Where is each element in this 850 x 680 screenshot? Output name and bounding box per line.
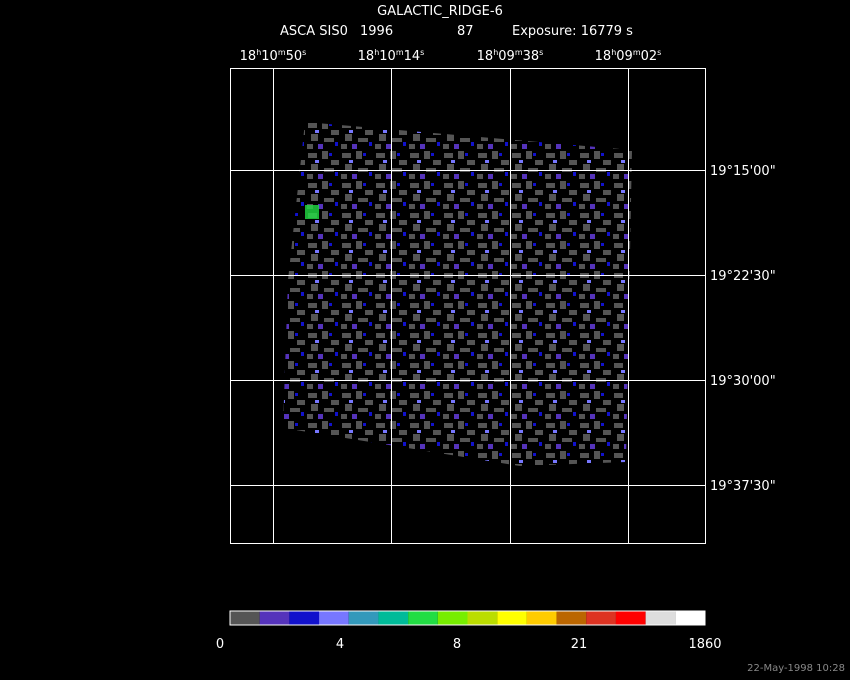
grid: 18h10m50s 18h10m14s 18h09m38s 18h09m02s19°1… [230,48,776,543]
ra-part: 18 [240,49,257,64]
ra-part: m [633,48,641,57]
colorbar-label: 21 [571,637,588,652]
bright-source [305,205,319,219]
dec-label: 19°30'00" [710,374,776,389]
ra-part: 50 [286,49,303,64]
colorbar-label: 0 [216,637,224,652]
ra-part: 18 [595,49,612,64]
ra-part: m [396,48,404,57]
colorbar-frame [229,610,706,626]
ra-part: m [278,48,286,57]
sequence: 87 [457,24,474,39]
colorbar-swatch [467,611,498,625]
ra-part: h [611,48,616,57]
ra-part: m [515,48,523,57]
colorbar-swatch [675,611,705,625]
ra-part: 10 [379,49,396,64]
colorbar-swatch [348,611,379,625]
dec-label: 19°37'30" [710,479,776,494]
colorbar-label: 4 [336,637,344,652]
colorbar-swatch [378,611,409,625]
ra-label: 18h10m50s [240,48,307,64]
colorbar-swatch [437,611,468,625]
ra-part: 10 [261,49,278,64]
colorbar-swatch [319,611,349,625]
ra-part: s [539,48,543,57]
colorbar-swatch [289,611,320,625]
colorbar-swatch [526,611,557,625]
ra-part: s [657,48,661,57]
ra-label: 18h10m14s [358,48,425,64]
title: GALACTIC_RIDGE-6 [377,4,503,19]
colorbar-label: 1860 [688,637,721,652]
colorbar-swatch [556,611,587,625]
dec-label: 19°15'00" [710,164,776,179]
colorbar-label: 8 [453,637,461,652]
timestamp: 22-May-1998 10:28 [747,663,845,674]
ra-part: 09 [498,49,515,64]
exposure: Exposure: 16779 s [512,24,633,39]
plot-frame [230,68,706,544]
ra-label: 18h09m02s [595,48,662,64]
ra-part: s [302,48,306,57]
ra-label: 18h09m38s [477,48,544,64]
ra-part: s [420,48,424,57]
ra-part: 18 [358,49,375,64]
xray-image [283,122,632,466]
colorbar-swatch [586,611,616,625]
colorbar-swatch [615,611,646,625]
colorbar: 0 4 8 21 1860 [216,610,722,652]
ra-part: 18 [477,49,494,64]
colorbar-swatch [408,611,438,625]
ra-part: 02 [641,49,658,64]
ra-part: h [374,48,379,57]
colorbar-swatch [259,611,290,625]
year: 1996 [360,24,393,39]
colorbar-swatch [645,611,676,625]
instrument: ASCA SIS0 [280,24,348,39]
colorbar-swatch [497,611,527,625]
ra-part: 09 [616,49,633,64]
ra-part: 14 [404,49,421,64]
colorbar-swatch [230,611,260,625]
dec-label: 19°22'30" [710,269,776,284]
ra-part: h [256,48,261,57]
ra-part: 38 [523,49,540,64]
ra-part: h [493,48,498,57]
